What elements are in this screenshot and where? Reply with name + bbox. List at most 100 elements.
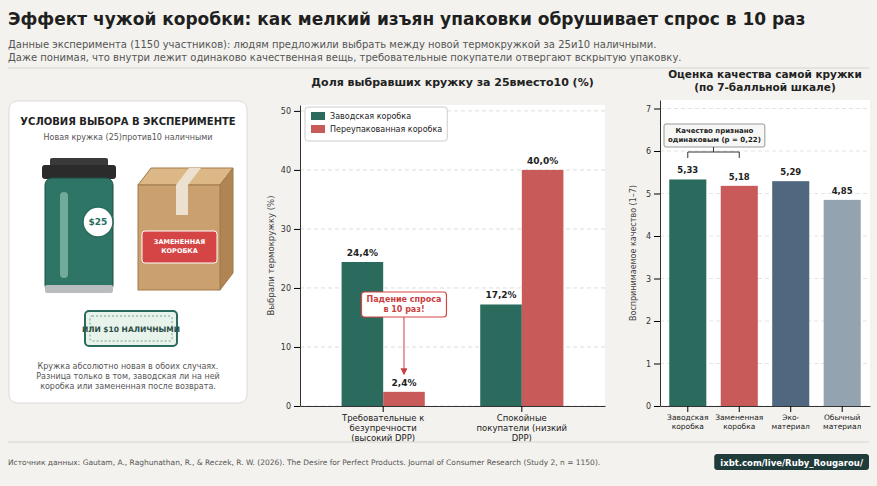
- box-tape: [176, 168, 201, 185]
- box-tape-front: [176, 185, 188, 215]
- box-label-text-line: ЗАМЕНЕННАЯ: [154, 238, 205, 246]
- y-axis-title: Воспринимаемое качество (1–7): [629, 185, 638, 321]
- bars: [669, 179, 860, 406]
- tick-label-line: коробка: [723, 422, 755, 431]
- y-tick: 50: [281, 107, 300, 116]
- chart-title-line: Оценка качества самой кружки: [668, 68, 862, 80]
- y-tick: 1: [646, 360, 660, 369]
- data-label: 2,4%: [391, 378, 416, 388]
- tick-label: 4: [646, 232, 651, 241]
- tick-label: Обычныйматериал: [823, 413, 861, 431]
- legend-swatch: [311, 112, 325, 120]
- panel-description-line: Кружка абсолютно новая в обоих случаях.: [38, 362, 219, 371]
- box-side: [220, 168, 233, 290]
- data-label: 5,18: [729, 172, 750, 182]
- cash-label: ИЛИ $10 НАЛИЧНЫМИ: [82, 325, 180, 334]
- panel-title: УСЛОВИЯ ВЫБОРА В ЭКСПЕРИМЕНТЕ: [20, 116, 236, 127]
- grid-line: [660, 151, 870, 152]
- mug-highlight: [60, 192, 68, 278]
- badge: [714, 454, 869, 470]
- tick-label-line: безупречности: [350, 423, 417, 433]
- tick-label: 0: [646, 402, 651, 411]
- legend-box: [305, 107, 447, 141]
- mug-lid: [42, 165, 116, 179]
- plot-background: [660, 100, 870, 406]
- tick-mark: [294, 347, 300, 348]
- badge-text: ixbt.com/live/Ruby_Rougarou/: [720, 458, 864, 468]
- source: Источник данных: Gautam, A., Raghunathan…: [8, 458, 600, 467]
- tick-label-line: материал: [823, 422, 861, 431]
- tick-mark: [654, 279, 660, 280]
- annotation: Качество признаноодинаковым (p = 0,22): [664, 124, 765, 158]
- panel-subtitle: Новая кружка (25)против10 наличными: [44, 133, 213, 142]
- y-tick: 7: [646, 105, 660, 114]
- tick-label: 0: [286, 402, 291, 411]
- tick-label: 5: [646, 190, 651, 199]
- tick-mark: [654, 109, 660, 110]
- tick-mark: [654, 406, 660, 407]
- plot-background: [300, 105, 605, 406]
- title: Эффект чужой коробки: как мелкий изъян у…: [8, 9, 805, 29]
- panel-description: Кружка абсолютно новая в обоих случаях.Р…: [36, 362, 220, 391]
- tick-mark: [294, 111, 300, 112]
- y-tick: 40: [281, 166, 300, 175]
- chart-title-line: (по 7-балльной шкале): [694, 81, 835, 93]
- tick-mark: [654, 364, 660, 365]
- y-tick: 3: [646, 275, 660, 284]
- tick-mark: [654, 194, 660, 195]
- data-label: 5,33: [677, 165, 698, 175]
- tick-mark: [654, 236, 660, 237]
- axis-line: [301, 406, 606, 407]
- y-axis-title: Выбрали термокружку (%): [266, 195, 276, 315]
- y-tick: 0: [286, 402, 300, 411]
- annotation-box: [664, 124, 765, 147]
- tick-mark: [687, 406, 688, 412]
- annotation-text-line: одинаковым (p = 0,22): [668, 136, 761, 144]
- tick-label: 3: [646, 275, 651, 284]
- tick-mark: [294, 170, 300, 171]
- data-label: 40,0%: [527, 156, 558, 166]
- panel-description-line: коробка или замененная после возврата.: [40, 382, 216, 391]
- bar: [522, 170, 564, 406]
- tick-label: 30: [281, 225, 291, 234]
- x-tick: Замененнаякоробка: [715, 406, 763, 431]
- price-badge: [83, 207, 113, 237]
- annotation-text-line: Падение спроса: [366, 295, 441, 304]
- tick-label: Замененнаякоробка: [715, 413, 763, 431]
- y-tick: 30: [281, 225, 300, 234]
- tick-label: Требовательные кбезупречности(высокий DP…: [341, 413, 424, 443]
- chart-choice: Доля выбравших кружку за 25вместо10 (%)0…: [266, 76, 606, 443]
- tick-label: 6: [646, 147, 651, 156]
- annotation: Падение спросав 10 раз!: [361, 292, 446, 374]
- tick-mark: [521, 406, 522, 412]
- box-top: [138, 168, 233, 185]
- tick-label-line: коробка: [672, 422, 704, 431]
- legend-swatch: [311, 125, 325, 133]
- annotation-bracket: [688, 147, 739, 158]
- tick-label-line: (высокий DPP): [351, 433, 415, 443]
- tick-label-line: материал: [772, 422, 810, 431]
- tick-mark: [294, 406, 300, 407]
- tick-label: Спокойныепокупатели (низкийDPP): [476, 413, 567, 443]
- y-tick: 0: [646, 402, 660, 411]
- axis-line: [661, 406, 871, 407]
- tick-label: 7: [646, 105, 651, 114]
- y-tick: 6: [646, 147, 660, 156]
- chart-title: Оценка качества самой кружки(по 7-балльн…: [668, 68, 862, 93]
- bar: [772, 181, 809, 406]
- y-tick: 10: [281, 343, 300, 352]
- annotation-text-line: в 10 раз!: [383, 305, 424, 314]
- tick-label-line: DPP): [512, 433, 532, 443]
- tick-mark: [654, 151, 660, 152]
- x-tick: Требовательные кбезупречности(высокий DP…: [341, 406, 424, 443]
- tick-mark: [294, 288, 300, 289]
- y-tick: 4: [646, 232, 660, 241]
- bar: [824, 200, 861, 406]
- tick-label: Эко-материал: [772, 413, 810, 431]
- grid-line: [660, 108, 870, 109]
- annotation-text-line: Качество признано: [675, 127, 753, 135]
- annotation-text: Падение спросав 10 раз!: [366, 295, 441, 314]
- tick-label: 20: [281, 284, 291, 293]
- bar: [669, 179, 706, 406]
- tick-label-line: Требовательные к: [341, 413, 424, 423]
